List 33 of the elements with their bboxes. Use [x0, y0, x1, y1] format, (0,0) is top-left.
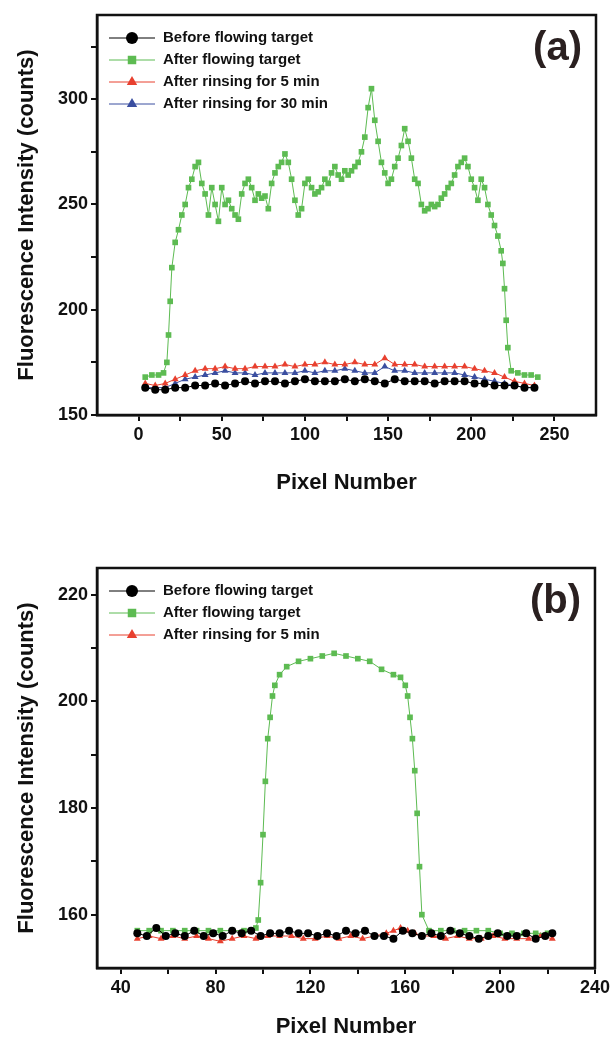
x-axis-title: Pixel Number: [276, 468, 418, 494]
y-tick-label: 200: [57, 690, 88, 711]
legend-label: After flowing target: [163, 50, 301, 68]
x-tick-label: 40: [110, 976, 131, 997]
legend-label: Before flowing target: [163, 581, 314, 599]
x-tick-label: 0: [133, 423, 144, 444]
x-tick-label: 200: [485, 976, 516, 997]
x-tick-label: 250: [539, 423, 570, 444]
x-tick-label: 240: [579, 976, 611, 997]
y-axis-title: Fluorescence Intensity (counts): [13, 602, 39, 934]
x-tick-label: 50: [211, 423, 232, 444]
y-tick-label: 180: [57, 796, 88, 817]
y-tick-label: 300: [57, 88, 88, 109]
x-tick-label: 100: [289, 423, 320, 444]
x-tick-label: 80: [205, 976, 226, 997]
chart-title: (b): [529, 577, 581, 622]
x-axis-title: Pixel Number: [275, 1012, 417, 1038]
legend-label: After rinsing for 30 min: [163, 94, 329, 112]
x-tick-label: 200: [456, 423, 487, 444]
legend-label: After rinsing for 5 min: [163, 72, 320, 90]
legend-label: After flowing target: [163, 603, 301, 621]
y-tick-label: 220: [57, 583, 88, 604]
y-axis-title: Fluorescence Intensity (counts): [13, 49, 39, 381]
y-tick-label: 200: [57, 298, 88, 319]
legend-label: Before flowing target: [163, 28, 314, 46]
chart-title: (a): [533, 24, 582, 69]
x-tick-label: 160: [390, 976, 421, 997]
y-tick-label: 150: [57, 403, 88, 424]
y-tick-label: 250: [57, 193, 88, 214]
legend-label: After rinsing for 5 min: [163, 625, 320, 643]
x-tick-label: 150: [373, 423, 404, 444]
y-tick-label: 160: [57, 903, 88, 924]
x-tick-label: 120: [295, 976, 326, 997]
